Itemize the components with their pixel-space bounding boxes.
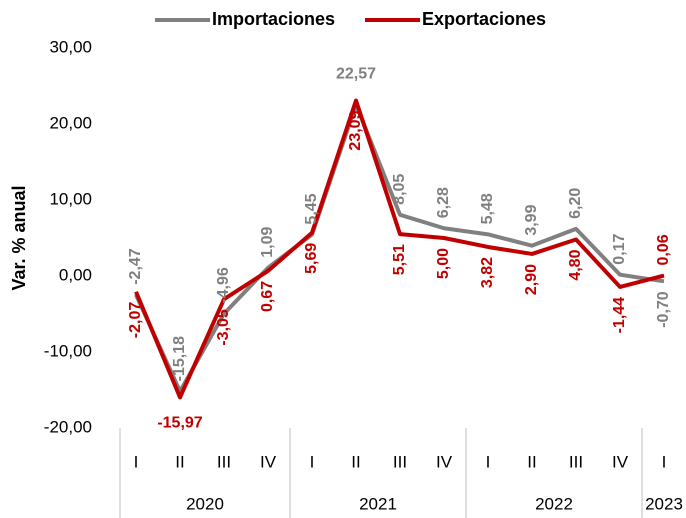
value-label: 5,48 [479,193,496,224]
value-label: 6,28 [435,187,452,218]
x-tick-label: III [569,452,583,471]
value-label: 3,82 [479,257,496,288]
value-label: 22,57 [336,66,376,83]
x-tick-label: I [486,452,491,471]
value-label: -15,97 [157,415,202,432]
x-tick-label: II [175,452,184,471]
value-label: 23,09 [347,110,364,150]
x-group-label: 2023 [645,494,683,513]
value-label: 2,90 [523,264,540,295]
x-tick-label: III [217,452,231,471]
x-group-label: 2021 [359,494,397,513]
value-label: 1,09 [259,226,276,257]
value-label: -15,18 [171,336,188,381]
x-tick-label: IV [436,452,453,471]
legend-label: Exportaciones [422,9,546,29]
value-label: 5,51 [391,244,408,275]
value-label: 5,69 [303,243,320,274]
value-label: -2,07 [127,302,144,339]
value-label: 8,05 [391,174,408,205]
value-label: -3,05 [215,309,232,346]
x-tick-label: I [662,452,667,471]
x-tick-label: II [351,452,360,471]
value-label: -2,47 [127,248,144,285]
value-label: 0,17 [611,233,628,264]
series-line [134,102,665,394]
x-tick-label: IV [260,452,277,471]
value-label: 5,45 [303,193,320,224]
y-tick-label: 0,00 [59,265,92,284]
value-label: 0,67 [259,281,276,312]
value-label: -1,44 [611,297,628,334]
x-tick-label: I [134,452,139,471]
y-tick-label: 10,00 [49,189,92,208]
x-tick-label: IV [612,452,629,471]
series-line [134,98,665,400]
x-group-label: 2022 [535,494,573,513]
y-axis-label: Var. % anual [9,185,29,290]
y-tick-label: 30,00 [49,37,92,56]
x-tick-label: I [310,452,315,471]
x-tick-label: III [393,452,407,471]
value-label: 3,99 [523,204,540,235]
value-label: -0,70 [655,291,672,328]
y-tick-label: 20,00 [49,113,92,132]
value-label: 0,06 [655,234,672,265]
y-tick-label: -10,00 [44,341,92,360]
value-label: 5,00 [435,248,452,279]
value-label: 6,20 [567,188,584,219]
x-tick-label: II [527,452,536,471]
value-label: -4,96 [215,267,232,304]
x-group-label: 2020 [186,494,224,513]
y-tick-label: -20,00 [44,417,92,436]
value-label: 4,80 [567,249,584,280]
legend-label: Importaciones [212,9,335,29]
